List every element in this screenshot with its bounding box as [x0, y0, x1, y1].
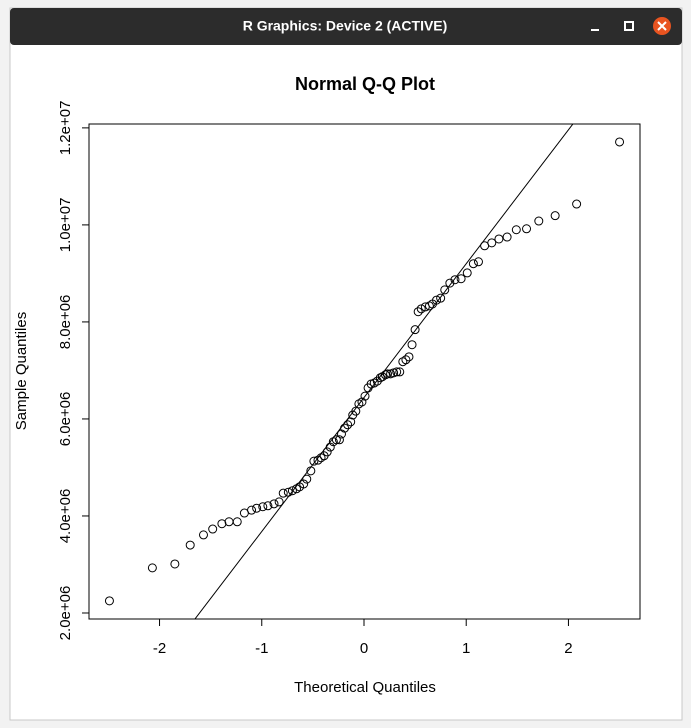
point	[375, 373, 385, 383]
point	[299, 479, 309, 489]
point	[309, 456, 319, 466]
point	[462, 268, 472, 278]
point	[258, 502, 268, 512]
point	[232, 517, 242, 527]
point	[468, 259, 478, 269]
point	[473, 257, 483, 267]
point	[340, 423, 350, 433]
point	[357, 397, 367, 407]
point	[360, 391, 370, 401]
point	[198, 530, 208, 540]
point	[550, 211, 560, 221]
y-tick-label: 1.2e+07	[57, 101, 74, 156]
plot-area	[104, 124, 625, 619]
point	[325, 442, 335, 452]
point	[247, 505, 257, 515]
point	[252, 503, 262, 513]
y-tick-label: 6.0e+06	[57, 392, 74, 447]
point	[208, 524, 218, 534]
point	[346, 417, 356, 427]
x-tick-label: 2	[564, 640, 572, 657]
point	[534, 216, 544, 226]
maximize-button[interactable]	[624, 21, 634, 31]
point	[269, 499, 279, 509]
point	[322, 447, 332, 457]
x-axis-label: Theoretical Quantiles	[294, 679, 436, 696]
point	[287, 486, 297, 496]
point	[104, 596, 114, 606]
close-icon	[657, 21, 667, 31]
point	[572, 199, 582, 209]
title-bar	[10, 8, 682, 45]
point	[343, 420, 353, 430]
point	[283, 487, 293, 497]
point	[313, 455, 323, 465]
point	[395, 367, 405, 377]
point	[404, 352, 414, 362]
y-tick-label: 8.0e+06	[57, 295, 74, 350]
point	[487, 238, 497, 248]
point	[306, 466, 316, 476]
point	[615, 137, 625, 147]
y-tick-label: 4.0e+06	[57, 489, 74, 544]
point	[302, 474, 312, 484]
point	[440, 285, 450, 295]
x-tick-label: 1	[462, 640, 470, 657]
point	[436, 293, 446, 303]
point	[416, 304, 426, 314]
y-tick-label: 1.0e+07	[57, 198, 74, 253]
point	[147, 563, 157, 573]
point	[383, 369, 393, 379]
point	[410, 325, 420, 335]
y-tick-label: 2.0e+06	[57, 586, 74, 641]
x-tick-label: 0	[360, 640, 368, 657]
point	[392, 367, 402, 377]
y-axis-label: Sample Quantiles	[13, 312, 30, 430]
chart-title: Normal Q-Q Plot	[295, 74, 435, 94]
point	[185, 540, 195, 550]
point	[456, 274, 466, 284]
point	[450, 275, 460, 285]
point	[334, 435, 344, 445]
point	[494, 234, 504, 244]
point	[331, 435, 341, 445]
point	[170, 559, 180, 569]
point	[336, 429, 346, 439]
point	[522, 224, 532, 234]
reference-line	[194, 124, 574, 619]
point	[502, 232, 512, 242]
point	[407, 340, 417, 350]
point	[263, 501, 273, 511]
x-tick-label: -1	[255, 640, 268, 657]
point	[372, 376, 382, 386]
window-body	[9, 7, 683, 721]
point	[413, 307, 423, 317]
point	[380, 370, 390, 380]
point	[274, 497, 284, 507]
x-tick-label: -2	[153, 640, 166, 657]
point	[401, 355, 411, 365]
window-title: R Graphics: Device 2 (ACTIVE)	[243, 18, 448, 34]
point	[432, 295, 442, 305]
point	[278, 488, 288, 498]
point	[511, 225, 521, 235]
